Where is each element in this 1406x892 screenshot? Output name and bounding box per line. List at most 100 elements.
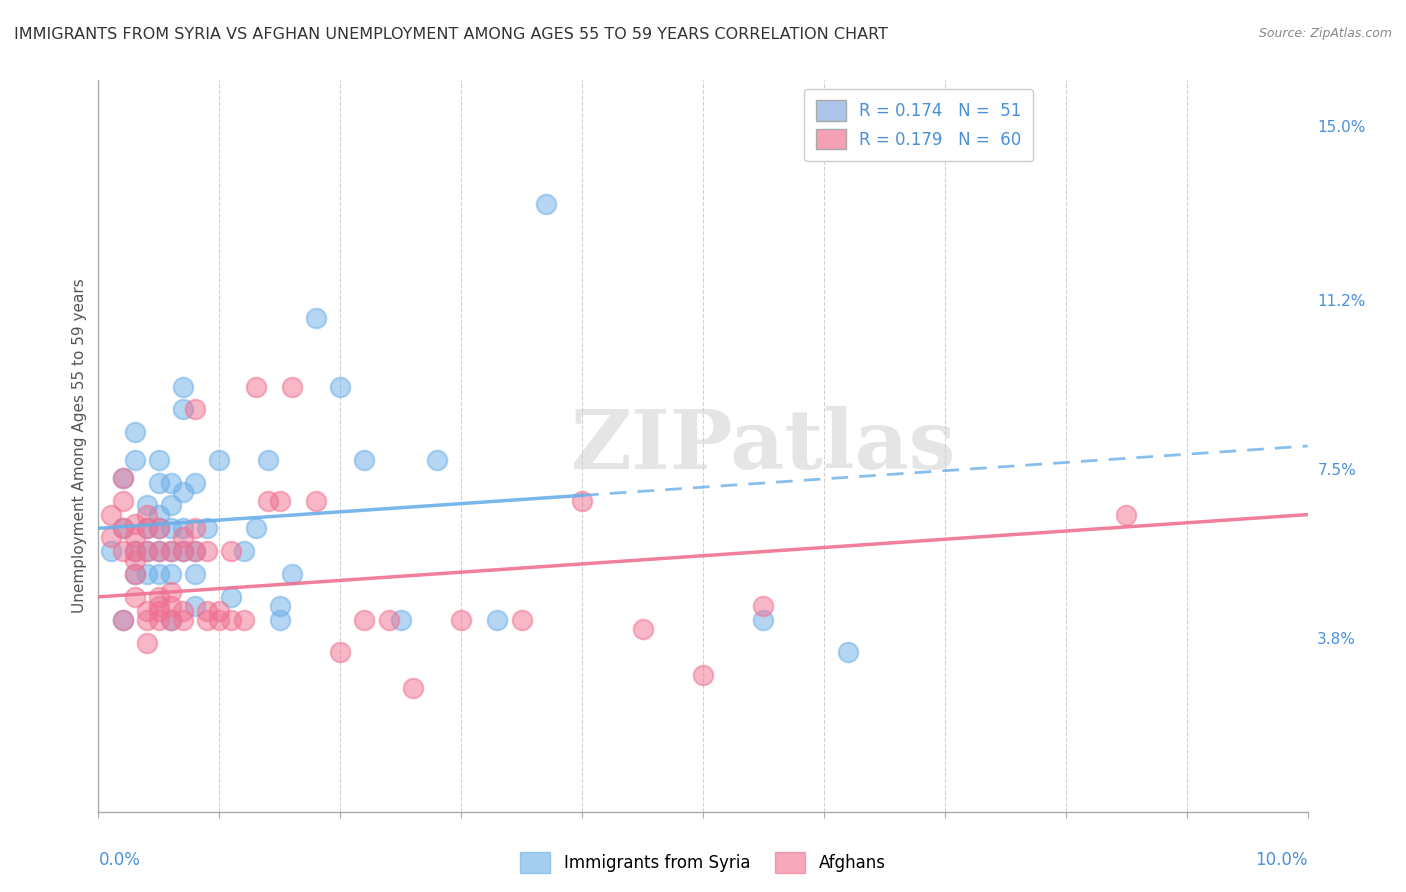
Text: Source: ZipAtlas.com: Source: ZipAtlas.com bbox=[1258, 27, 1392, 40]
Point bbox=[752, 599, 775, 613]
Text: 10.0%: 10.0% bbox=[1256, 851, 1308, 869]
Point bbox=[172, 379, 194, 393]
Point bbox=[232, 544, 254, 558]
Point bbox=[124, 516, 146, 531]
Point bbox=[172, 544, 194, 558]
Point bbox=[100, 530, 122, 544]
Point bbox=[124, 553, 146, 567]
Point bbox=[389, 613, 412, 627]
Point bbox=[269, 613, 291, 627]
Point bbox=[184, 544, 207, 558]
Point bbox=[534, 196, 557, 211]
Point bbox=[111, 471, 134, 485]
Point bbox=[245, 521, 267, 535]
Y-axis label: Unemployment Among Ages 55 to 59 years: Unemployment Among Ages 55 to 59 years bbox=[72, 278, 87, 614]
Point bbox=[160, 585, 183, 599]
Point bbox=[1115, 508, 1137, 522]
Point bbox=[160, 613, 183, 627]
Point bbox=[184, 567, 207, 582]
Point bbox=[172, 521, 194, 535]
Point bbox=[184, 544, 207, 558]
Point bbox=[160, 613, 183, 627]
Point bbox=[124, 590, 146, 604]
Point bbox=[111, 613, 134, 627]
Legend: R = 0.174   N =  51, R = 0.179   N =  60: R = 0.174 N = 51, R = 0.179 N = 60 bbox=[804, 88, 1033, 161]
Point bbox=[184, 521, 207, 535]
Point bbox=[111, 544, 134, 558]
Point bbox=[752, 613, 775, 627]
Point bbox=[281, 379, 304, 393]
Point bbox=[221, 590, 243, 604]
Point bbox=[135, 508, 157, 522]
Point bbox=[837, 645, 859, 659]
Text: 0.0%: 0.0% bbox=[98, 851, 141, 869]
Point bbox=[160, 475, 183, 490]
Point bbox=[208, 613, 231, 627]
Point bbox=[269, 494, 291, 508]
Point bbox=[100, 544, 122, 558]
Point bbox=[148, 544, 170, 558]
Point bbox=[111, 471, 134, 485]
Point bbox=[172, 613, 194, 627]
Point bbox=[124, 567, 146, 582]
Point bbox=[486, 613, 509, 627]
Point bbox=[195, 521, 218, 535]
Point bbox=[402, 681, 425, 696]
Point bbox=[148, 475, 170, 490]
Point bbox=[172, 530, 194, 544]
Point bbox=[172, 544, 194, 558]
Point bbox=[111, 521, 134, 535]
Point bbox=[111, 494, 134, 508]
Point bbox=[160, 544, 183, 558]
Point bbox=[172, 484, 194, 499]
Point bbox=[195, 604, 218, 618]
Point bbox=[148, 521, 170, 535]
Point bbox=[111, 613, 134, 627]
Point bbox=[148, 613, 170, 627]
Point bbox=[148, 508, 170, 522]
Point bbox=[135, 521, 157, 535]
Point bbox=[208, 452, 231, 467]
Point bbox=[353, 613, 375, 627]
Point bbox=[305, 494, 328, 508]
Point bbox=[195, 544, 218, 558]
Point bbox=[160, 499, 183, 513]
Point bbox=[124, 530, 146, 544]
Point bbox=[571, 494, 593, 508]
Legend: Immigrants from Syria, Afghans: Immigrants from Syria, Afghans bbox=[513, 846, 893, 880]
Point bbox=[148, 521, 170, 535]
Point bbox=[148, 567, 170, 582]
Point bbox=[329, 645, 352, 659]
Point bbox=[256, 494, 278, 508]
Point bbox=[269, 599, 291, 613]
Point bbox=[426, 452, 449, 467]
Point bbox=[305, 311, 328, 326]
Point bbox=[124, 567, 146, 582]
Point bbox=[184, 475, 207, 490]
Point bbox=[148, 452, 170, 467]
Point bbox=[135, 567, 157, 582]
Text: IMMIGRANTS FROM SYRIA VS AFGHAN UNEMPLOYMENT AMONG AGES 55 TO 59 YEARS CORRELATI: IMMIGRANTS FROM SYRIA VS AFGHAN UNEMPLOY… bbox=[14, 27, 889, 42]
Point bbox=[135, 521, 157, 535]
Point bbox=[124, 425, 146, 440]
Point bbox=[184, 599, 207, 613]
Point bbox=[135, 499, 157, 513]
Point bbox=[631, 622, 654, 636]
Point bbox=[148, 544, 170, 558]
Point bbox=[124, 544, 146, 558]
Point bbox=[148, 604, 170, 618]
Point bbox=[221, 613, 243, 627]
Point bbox=[172, 604, 194, 618]
Point bbox=[148, 590, 170, 604]
Point bbox=[100, 508, 122, 522]
Point bbox=[184, 402, 207, 417]
Point bbox=[111, 521, 134, 535]
Point bbox=[148, 599, 170, 613]
Point bbox=[195, 613, 218, 627]
Point bbox=[450, 613, 472, 627]
Point bbox=[124, 452, 146, 467]
Point bbox=[160, 599, 183, 613]
Point bbox=[377, 613, 399, 627]
Point bbox=[353, 452, 375, 467]
Point bbox=[172, 402, 194, 417]
